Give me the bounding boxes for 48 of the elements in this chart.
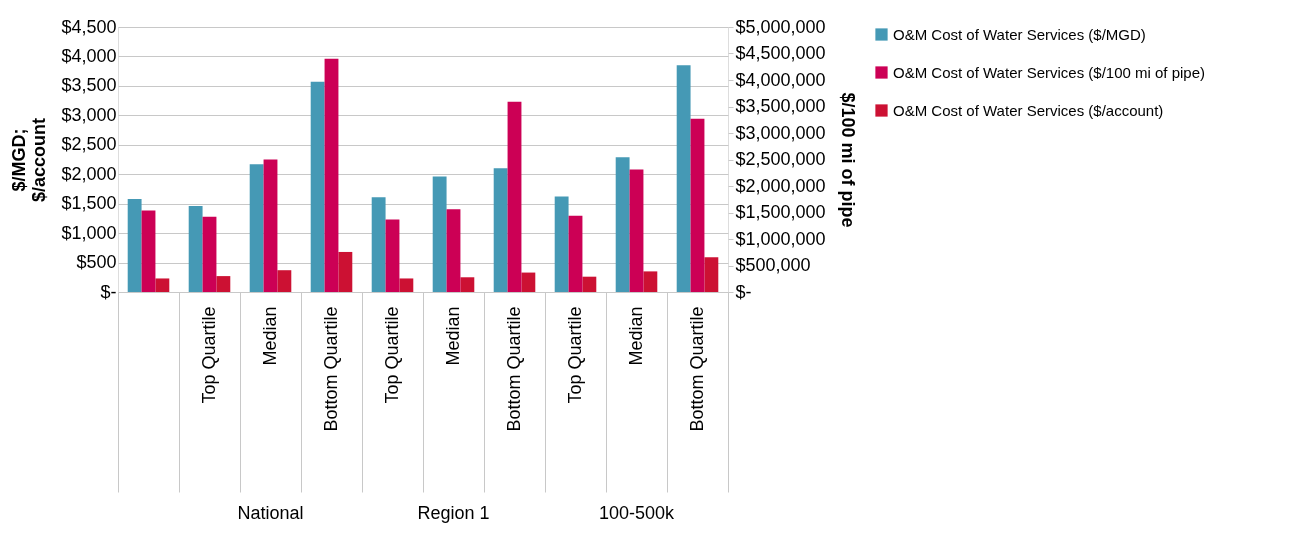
bar: [704, 257, 719, 292]
y2-tick-label: $3,000,000: [735, 122, 826, 143]
x-tick-label: Bottom Quartile: [321, 306, 341, 432]
bar: [277, 270, 292, 292]
x-tick-label: Bottom Quartile: [687, 306, 707, 432]
bar: [155, 278, 170, 292]
y2-axis-title: $/100 mi of pipe: [837, 92, 858, 228]
legend-label: O&M Cost of Water Services ($/MGD): [893, 25, 1146, 43]
y-tick-label: $3,500: [61, 75, 117, 96]
y2-tick-label: $-: [735, 281, 752, 302]
y-tick-label: $1,000: [61, 222, 117, 243]
y-tick-label: $2,500: [61, 134, 117, 155]
legend-label: O&M Cost of Water Services ($/account): [893, 101, 1164, 119]
y-tick-label: $-: [100, 281, 117, 302]
bar: [582, 276, 597, 292]
y-tick-label: $1,500: [61, 193, 117, 214]
y2-tick-label: $2,500,000: [735, 149, 826, 169]
y-tick-label: $500: [76, 252, 117, 273]
y-tick-label: $4,500: [61, 16, 117, 37]
y2-tick-label: $500,000: [735, 255, 811, 275]
x-tick-label: Top Quartile: [565, 306, 585, 404]
x-tick-label: Median: [626, 306, 646, 366]
y2-tick-label: $5,000,000: [735, 16, 826, 37]
bar: [216, 276, 231, 292]
text: 100-500k: [598, 503, 676, 523]
bar: [460, 277, 475, 292]
y-axis-title: $/MGD; $/account: [9, 117, 50, 203]
y-tick-label: $2,000: [61, 163, 117, 184]
x-tick-label: Top Quartile: [382, 306, 402, 404]
y-tick-label: $4,000: [61, 45, 117, 66]
bar: [521, 272, 536, 292]
y2-tick-label: $3,500,000: [735, 96, 826, 116]
y2-tick-label: $4,000,000: [735, 69, 826, 90]
x-tick-label: Bottom Quartile: [504, 306, 524, 432]
y2-tick-label: $1,000,000: [735, 228, 826, 249]
bar: [643, 271, 658, 292]
text: National: [237, 503, 304, 523]
y-tick-label: $3,000: [61, 104, 117, 125]
x-tick-label: Median: [443, 306, 463, 366]
x-tick-label: Top Quartile: [199, 306, 219, 404]
bar: [399, 278, 414, 292]
text: Region 1: [417, 503, 490, 523]
y2-tick-label: $1,500,000: [735, 202, 826, 222]
x-tick-label: Median: [260, 306, 280, 366]
bar: [338, 251, 353, 292]
y2-tick-label: $2,000,000: [735, 175, 826, 196]
y2-tick-label: $4,500,000: [735, 43, 826, 63]
legend-label: O&M Cost of Water Services ($/100 mi of pipe): [893, 63, 1206, 81]
